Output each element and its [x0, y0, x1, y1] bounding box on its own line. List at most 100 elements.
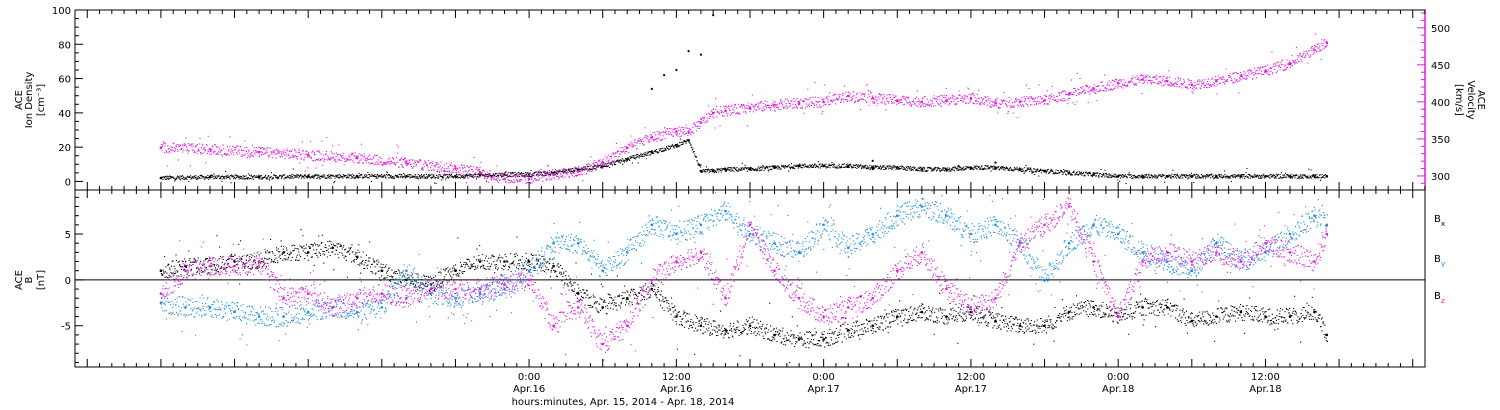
- by-point: [1325, 223, 1329, 227]
- field-ylabel-line3: [nT]: [36, 270, 47, 290]
- bx-point: [699, 324, 703, 328]
- bx-point: [1092, 306, 1095, 309]
- bx-point: [527, 260, 531, 263]
- field-axis-ticks: -5 0 5: [61, 196, 83, 363]
- by-point: [159, 301, 163, 305]
- bz-series: [159, 197, 1329, 361]
- top-x-ticks: [74, 10, 1426, 190]
- velocity-tick-label: 500: [1431, 24, 1450, 35]
- velocity-point: [454, 167, 457, 170]
- velocity-point: [994, 102, 997, 105]
- bz-point: [846, 306, 850, 309]
- density-tick-label: 40: [58, 109, 71, 120]
- by-point: [871, 232, 874, 236]
- legend-bz: B z: [1434, 291, 1445, 305]
- x-tick-date-label: Apr.18: [1102, 384, 1134, 395]
- velocity-tick-label: 450: [1431, 61, 1450, 72]
- velocity-series: [159, 33, 1329, 191]
- bx-point: [626, 296, 629, 300]
- velocity-ylabel-line3: [km/s]: [1453, 84, 1464, 116]
- density-outlier-point: [663, 74, 666, 77]
- legend-bx-label: B: [1434, 214, 1441, 225]
- velocity-point: [1313, 48, 1316, 52]
- velocity-point: [1215, 79, 1218, 83]
- density-tick-label: 100: [52, 6, 71, 17]
- legend-by-sub: y: [1441, 260, 1445, 268]
- bx-point: [1141, 306, 1144, 309]
- velocity-point: [1043, 99, 1046, 102]
- density-ylabel-line1: ACE: [14, 90, 25, 110]
- density-ylabel-line3: [cm⁻³]: [36, 84, 47, 116]
- by-point: [184, 306, 187, 309]
- bz-point: [773, 269, 776, 273]
- by-point: [994, 223, 997, 227]
- bz-point: [1215, 251, 1218, 254]
- bx-point: [1166, 306, 1169, 309]
- x-tick-date-label: Apr.16: [660, 384, 692, 395]
- velocity-point: [356, 156, 359, 160]
- field-ylabel-line2: B: [24, 276, 35, 283]
- x-tick-date-label: Apr.18: [1249, 384, 1281, 395]
- by-point: [552, 241, 555, 245]
- bx-series: [159, 229, 1329, 363]
- bz-point: [233, 264, 236, 268]
- density-outlier-point: [687, 50, 690, 53]
- by-point: [896, 214, 899, 217]
- by-point: [1067, 241, 1071, 245]
- velocity-point: [822, 100, 825, 104]
- bz-point: [822, 315, 825, 318]
- density-outliers: [650, 14, 997, 168]
- magnetic-field-panel-frame: [74, 189, 1426, 368]
- density-ylabel-line2: Ion Density: [24, 72, 35, 129]
- bx-point: [822, 338, 825, 341]
- field-tick-label: -5: [61, 322, 71, 333]
- density-point: [871, 166, 874, 169]
- magnetic-field-panel: -5 0 5 ACE B [nT] B x B y B z: [14, 189, 1445, 368]
- legend-bz-sub: z: [1441, 297, 1445, 305]
- bx-point: [675, 315, 678, 318]
- by-point: [945, 214, 948, 217]
- by-series: [159, 189, 1329, 346]
- bz-point: [576, 306, 580, 309]
- bx-point: [159, 269, 163, 273]
- bz-point: [208, 264, 212, 268]
- density-tick-label: 60: [58, 75, 71, 86]
- legend-bz-label: B: [1434, 291, 1441, 302]
- by-point: [1116, 232, 1120, 236]
- bz-point: [478, 287, 482, 291]
- x-tick-date-label: Apr.17: [807, 384, 839, 395]
- by-point: [405, 269, 408, 273]
- velocity-ylabel-line1: ACE: [1475, 90, 1486, 110]
- by-point: [282, 315, 285, 318]
- legend-by: B y: [1434, 254, 1445, 268]
- by-point: [822, 223, 825, 227]
- bx-point: [576, 292, 580, 295]
- x-axis-labels: 0:00Apr.1612:00Apr.160:00Apr.1712:00Apr.…: [513, 372, 1282, 395]
- bx-point: [1067, 310, 1071, 314]
- bz-point: [429, 287, 433, 291]
- bz-point: [356, 296, 359, 300]
- by-point: [699, 223, 703, 227]
- bz-point: [159, 292, 163, 295]
- x-tick-time-label: 12:00: [956, 372, 985, 383]
- bx-point: [748, 324, 752, 328]
- by-point: [748, 232, 752, 236]
- x-tick-date-label: Apr.17: [955, 384, 987, 395]
- x-tick-time-label: 0:00: [1107, 372, 1129, 383]
- by-point: [1313, 214, 1316, 217]
- by-point: [626, 251, 629, 254]
- by-point: [601, 269, 604, 273]
- bx-point: [601, 306, 604, 309]
- bz-point: [1092, 260, 1095, 263]
- density-outlier-point: [994, 161, 997, 164]
- bz-point: [257, 260, 261, 263]
- bx-point: [552, 264, 555, 268]
- velocity-point: [503, 177, 506, 181]
- velocity-point: [1288, 62, 1292, 65]
- plasma-panel-frame: [74, 9, 1426, 191]
- velocity-point: [1141, 78, 1144, 81]
- bz-point: [945, 287, 948, 291]
- bz-trace: [160, 197, 1328, 361]
- bx-point: [356, 255, 359, 259]
